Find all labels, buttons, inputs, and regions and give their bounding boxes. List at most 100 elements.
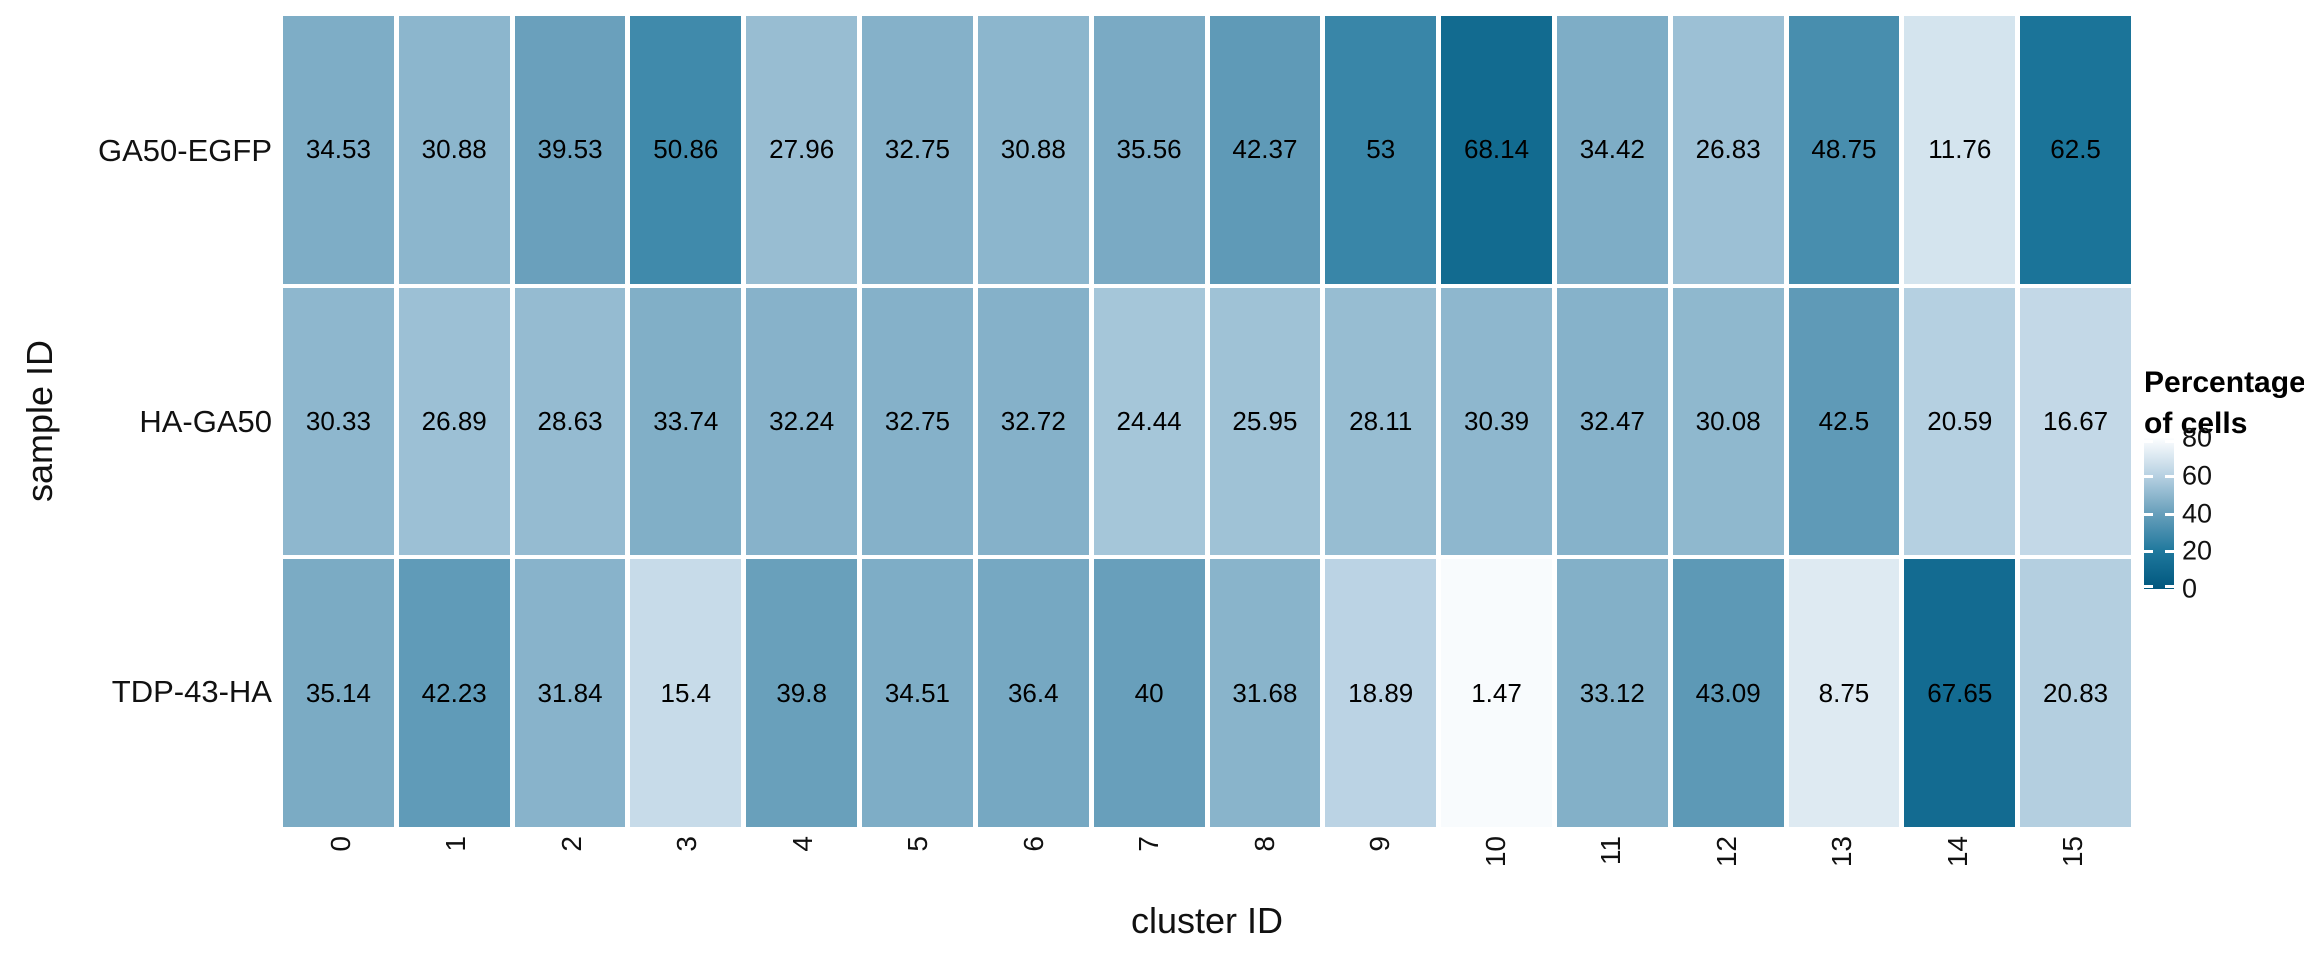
x-axis-title: cluster ID: [1130, 900, 1284, 941]
heatmap-cell: 42.23: [398, 559, 510, 827]
heatmap-cell: 42.5: [1788, 287, 1900, 556]
cell-value: 1.47: [1471, 677, 1522, 708]
legend-tick-mark: [2144, 440, 2153, 443]
heatmap-cell: 50.86: [630, 16, 742, 284]
heatmap-cell: 1.47: [1441, 559, 1552, 827]
heatmap-cell: 30.08: [1672, 287, 1784, 556]
heatmap-cell: 32.75: [862, 16, 973, 284]
y-axis-label: GA50-EGFP: [98, 133, 272, 169]
cell-value: 32.24: [769, 405, 835, 436]
cell-value: 50.86: [653, 134, 719, 165]
heatmap-grid: 34.53 30.88 39.53 50.86 27.96 32.75 30.88 35.56…: [283, 16, 2131, 827]
heatmap-cell: 34.53: [283, 16, 394, 284]
cell-value: 43.09: [1695, 677, 1761, 708]
x-axis-label: 3: [671, 836, 703, 852]
cell-value: 33.74: [653, 405, 719, 436]
cell-value: 34.53: [305, 134, 371, 165]
cell-value: 32.75: [884, 134, 950, 165]
heatmap-cell: 53: [1325, 16, 1437, 284]
heatmap-cell: 39.53: [514, 16, 626, 284]
cell-value: 30.88: [1000, 134, 1066, 165]
heatmap-cell: 31.68: [1209, 559, 1321, 827]
y-axis-label: HA-GA50: [139, 403, 272, 439]
heatmap-cell: 11.76: [1904, 16, 2016, 284]
heatmap-cell: 30.88: [398, 16, 510, 284]
cell-value: 32.72: [1000, 405, 1066, 436]
cell-value: 28.63: [537, 405, 603, 436]
x-axis-label: 11: [1595, 836, 1627, 866]
x-axis-label: 7: [1133, 836, 1165, 852]
cell-value: 20.59: [1927, 405, 1993, 436]
heatmap-cell: 32.24: [746, 287, 858, 556]
cell-value: 26.83: [1695, 134, 1761, 165]
legend-tick-label: 80: [2182, 422, 2213, 453]
x-axis-label: 2: [555, 836, 587, 852]
heatmap-cell: 34.51: [862, 559, 973, 827]
legend-title-line2: of cells: [2144, 407, 2248, 440]
heatmap-cell: 32.75: [862, 287, 973, 556]
heatmap-cell: 20.59: [1904, 287, 2016, 556]
cell-value: 32.47: [1579, 405, 1645, 436]
heatmap-cell: 18.89: [1325, 559, 1437, 827]
legend-tick-mark: [2165, 474, 2174, 478]
legend-tick-label: 60: [2182, 460, 2213, 491]
x-axis-label: 13: [1826, 836, 1858, 868]
heatmap-cell: 30.88: [977, 16, 1089, 284]
heatmap-cell: 15.4: [630, 559, 742, 827]
heatmap-cell: 16.67: [2020, 287, 2131, 556]
x-axis-label: 14: [1941, 836, 1973, 868]
heatmap-cell: 42.37: [1209, 16, 1321, 284]
cell-value: 35.14: [305, 677, 371, 708]
heatmap-cell: 26.89: [398, 287, 510, 556]
legend-tick-label: 40: [2182, 498, 2213, 528]
heatmap-cell: 33.74: [630, 287, 742, 556]
heatmap-cell: 25.95: [1209, 287, 1321, 556]
x-axis-label: 1: [440, 836, 472, 852]
heatmap-cell: 20.83: [2020, 559, 2131, 827]
cell-value: 33.12: [1579, 677, 1645, 708]
cell-value: 31.84: [537, 677, 603, 708]
heatmap-cell: 32.47: [1556, 287, 1668, 556]
legend-tick-mark: [2165, 585, 2174, 588]
cell-value: 40: [1134, 677, 1164, 708]
legend-title-line1: Percentage: [2144, 366, 2304, 399]
cell-value: 16.67: [2043, 405, 2109, 436]
cell-value: 36.4: [1007, 677, 1059, 708]
x-axis-label: 6: [1017, 836, 1049, 852]
cell-value: 62.5: [2050, 134, 2101, 165]
cell-value: 35.56: [1116, 134, 1182, 165]
heatmap-cell: 35.14: [283, 559, 394, 827]
heatmap-cell: 33.12: [1556, 559, 1668, 827]
x-axis-label: 9: [1364, 836, 1396, 852]
cell-value: 31.68: [1232, 677, 1298, 708]
legend-tick-label: 20: [2182, 535, 2213, 566]
cell-value: 30.33: [305, 405, 371, 436]
heatmap-cell: 28.63: [514, 287, 626, 556]
x-axis-label: 10: [1479, 836, 1511, 868]
heatmap-cell: 39.8: [746, 559, 858, 827]
x-axis-label: 4: [786, 836, 818, 852]
cell-value: 39.53: [537, 134, 603, 165]
heatmap-cell: 68.14: [1441, 16, 1552, 284]
cell-value: 68.14: [1463, 134, 1530, 165]
cell-value: 34.42: [1579, 134, 1645, 165]
heatmap-cell: 28.11: [1325, 287, 1437, 556]
legend-tick-mark: [2165, 440, 2174, 443]
cell-value: 28.11: [1349, 405, 1413, 436]
cell-value: 30.08: [1695, 405, 1761, 436]
x-axis-label: 15: [2057, 836, 2089, 868]
heatmap-cell: 40: [1093, 559, 1205, 827]
legend-tick-mark: [2165, 512, 2174, 516]
cell-value: 30.88: [421, 134, 487, 165]
cell-value: 39.8: [776, 677, 827, 708]
heatmap-cell: 8.75: [1788, 559, 1900, 827]
x-axis-label: 8: [1248, 836, 1280, 852]
cell-value: 26.89: [421, 405, 487, 436]
heatmap-cell: 34.42: [1556, 16, 1668, 284]
y-axis-label: TDP-43-HA: [111, 673, 272, 709]
cell-value: 11.76: [1928, 134, 1992, 165]
heatmap-cell: 24.44: [1093, 287, 1205, 556]
cell-value: 8.75: [1818, 677, 1870, 708]
cell-value: 15.4: [660, 677, 712, 708]
legend-colorbar: [2144, 438, 2174, 589]
